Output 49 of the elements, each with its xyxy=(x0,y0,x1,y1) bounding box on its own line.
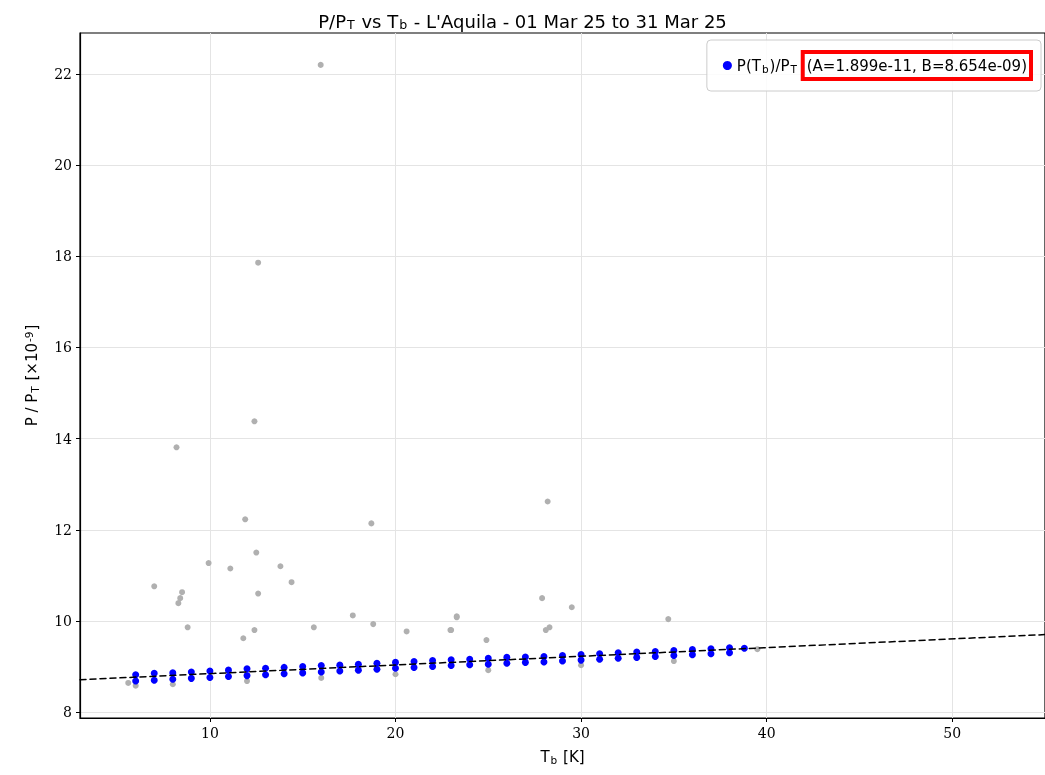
point xyxy=(255,259,262,266)
point xyxy=(288,579,295,586)
point xyxy=(568,604,575,611)
point xyxy=(240,635,247,642)
point xyxy=(546,624,553,631)
point xyxy=(349,612,356,619)
y-tick-label: 22 xyxy=(54,66,72,83)
x-tick-label: 20 xyxy=(386,725,405,741)
point xyxy=(310,624,317,631)
point xyxy=(125,679,132,686)
point xyxy=(483,637,490,644)
x-axis-title: Tb [K] xyxy=(539,747,585,766)
point xyxy=(205,560,212,567)
point xyxy=(173,444,180,451)
point xyxy=(485,667,492,674)
y-tick-label: 18 xyxy=(54,248,72,265)
x-tick-label: 10 xyxy=(200,725,219,741)
y-tick-label: 10 xyxy=(54,612,72,629)
y-tick-label: 8 xyxy=(63,704,72,721)
legend-label: P(Tb)/PT (A=1.899e-11, B=8.654e-09) xyxy=(736,56,1028,75)
point xyxy=(318,674,325,681)
y-tick-label: 20 xyxy=(54,157,72,174)
point xyxy=(177,595,184,602)
point xyxy=(251,418,258,425)
point xyxy=(151,583,158,590)
point xyxy=(665,616,672,623)
chart-title: P/PT vs Tb - L'Aquila - 01 Mar 25 to 31 Mar 25 xyxy=(318,10,727,33)
point xyxy=(244,678,251,685)
point xyxy=(368,520,375,527)
point xyxy=(370,621,377,628)
x-tick-label: 30 xyxy=(572,725,590,741)
point xyxy=(255,590,262,597)
point xyxy=(242,516,249,523)
point xyxy=(227,565,234,572)
point xyxy=(184,624,191,631)
y-tick-label: 16 xyxy=(54,339,73,356)
point xyxy=(179,589,186,596)
x-tick-label: 50 xyxy=(943,725,962,741)
point xyxy=(277,563,284,570)
y-tick-label: 12 xyxy=(54,521,72,538)
point xyxy=(251,627,258,634)
point xyxy=(317,61,324,68)
point xyxy=(542,627,549,634)
point xyxy=(175,600,182,607)
y-axis-title: P / PT [×10-9] xyxy=(22,324,41,427)
x-tick-label: 40 xyxy=(757,725,776,741)
y-tick-label: 14 xyxy=(54,430,73,447)
point xyxy=(539,595,546,602)
point xyxy=(403,628,410,635)
